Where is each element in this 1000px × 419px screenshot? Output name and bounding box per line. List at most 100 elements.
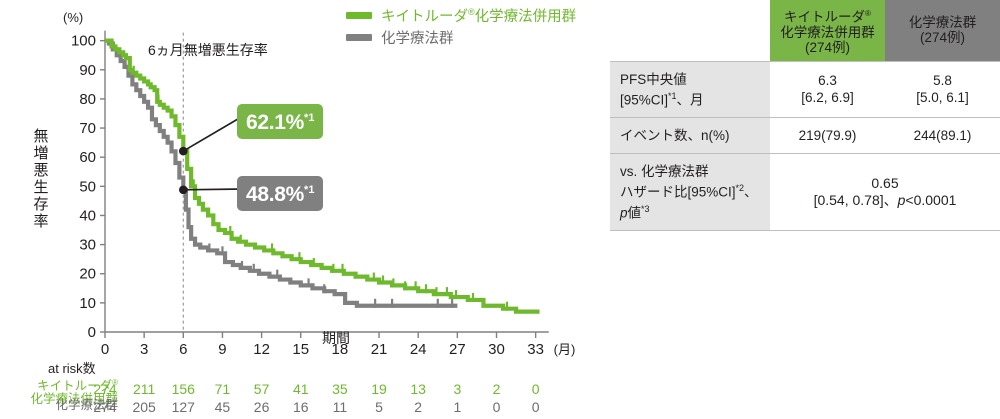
y-axis-title-char: 増 — [33, 145, 49, 162]
badge-footnote-marker: *1 — [304, 112, 315, 124]
chart-legend: キイトルーダ®化学療法併用群 化学療法群 — [346, 6, 576, 50]
footnote-marker: *2 — [735, 183, 745, 193]
callout-point-green — [179, 146, 188, 156]
table-value-chemotherapy: 244(89.1) — [885, 117, 1000, 154]
at-risk-value-pembrolizumab: 41 — [292, 381, 309, 397]
survival-curve-chemotherapy — [105, 38, 458, 308]
at-risk-value-chemotherapy: 0 — [531, 399, 540, 415]
table-value-hazard-ratio: 0.65 [0.54, 0.78]、p<0.0001 — [770, 153, 1000, 231]
y-axis-title-char: 存 — [33, 196, 49, 213]
at-risk-value-pembrolizumab: 13 — [410, 381, 426, 397]
y-axis-unit: (%) — [63, 10, 84, 25]
registered-mark-icon: ® — [112, 378, 118, 387]
at-risk-value-chemotherapy: 205 — [132, 399, 156, 415]
y-axis-tick-label: 0 — [88, 324, 96, 341]
x-axis-tick-label: 24 — [410, 341, 427, 358]
footnote-marker: *3 — [641, 203, 650, 214]
legend-label-pembrolizumab: キイトルーダ®化学療法併用群 — [381, 7, 577, 25]
x-axis-tick-label: 12 — [253, 341, 270, 358]
at-risk-value-pembrolizumab: 3 — [453, 381, 462, 397]
table-row: PFS中央値 [95%CI]*1、月 6.3 [6.2, 6.9] 5.8 [5.0, 6… — [610, 61, 1000, 118]
legend-swatch-green-icon — [346, 12, 372, 19]
at-risk-value-pembrolizumab: 71 — [214, 381, 231, 397]
legend-label-chemotherapy: 化学療法群 — [381, 31, 454, 47]
y-axis-tick-label: 90 — [79, 62, 96, 79]
callout-leader-green — [182, 115, 244, 152]
at-risk-value-chemotherapy: 274 — [93, 399, 117, 415]
callout-point-gray — [179, 185, 188, 195]
legend-item-pembrolizumab: キイトルーダ®化学療法併用群 — [346, 6, 576, 25]
legend-swatch-gray-icon — [346, 34, 372, 41]
table-header-row: キイトルーダ® 化学療法併用群 (274例) 化学療法群 (274例) — [610, 0, 1000, 62]
y-axis-tick-label: 80 — [79, 91, 96, 108]
pfs-rate-badge-chemotherapy: 48.8%*1 — [237, 176, 324, 211]
x-axis-tick-label: 9 — [218, 341, 226, 358]
x-axis-tick-label: 6 — [179, 341, 187, 358]
at-risk-value-pembrolizumab: 19 — [371, 381, 387, 397]
table-value-chemotherapy: 5.8 [5.0, 6.1] — [885, 61, 1000, 118]
table-header-pembrolizumab: キイトルーダ® 化学療法併用群 (274例) — [770, 0, 885, 62]
at-risk-value-chemotherapy: 16 — [292, 399, 309, 415]
x-axis-title: 期間 — [322, 330, 350, 346]
y-axis-title-char: 悪 — [33, 162, 49, 179]
at-risk-value-chemotherapy: 2 — [414, 399, 423, 415]
x-axis-tick-label: 0 — [101, 341, 109, 358]
x-axis-unit-label: (月) — [554, 342, 576, 357]
at-risk-value-pembrolizumab: 0 — [531, 381, 540, 397]
y-axis-tick-label: 20 — [79, 266, 96, 283]
at-risk-label-chemotherapy: 化学療法群 — [55, 398, 118, 412]
y-axis-tick-label: 50 — [79, 178, 96, 195]
statistics-table: キイトルーダ® 化学療法併用群 (274例) 化学療法群 (274例) PFS中央値 [95… — [610, 0, 1000, 231]
table-header-blank — [610, 0, 770, 62]
at-risk-title: at risk数 — [48, 361, 96, 376]
at-risk-value-chemotherapy: 26 — [253, 399, 270, 415]
at-risk-label-pembrolizumab: キイトルーダ® 化学療法併用群 — [0, 376, 118, 406]
at-risk-value-pembrolizumab: 156 — [171, 381, 195, 397]
x-axis-tick-label: 30 — [488, 341, 505, 358]
statistics-table-panel: キイトルーダ® 化学療法併用群 (274例) 化学療法群 (274例) PFS中央値 [95… — [610, 0, 1000, 231]
y-axis-tick-label: 60 — [79, 149, 96, 166]
x-axis-tick-label: 33 — [527, 341, 544, 358]
y-axis-title-char: 生 — [33, 179, 49, 196]
y-axis-tick-label: 10 — [79, 295, 96, 312]
y-axis-tick-label: 40 — [79, 207, 96, 224]
table-row-label-hazard-ratio: vs. 化学療法群 ハザード比[95%CI]*2、 p値*3 — [610, 153, 770, 231]
x-axis-tick-label: 21 — [371, 341, 388, 358]
p-value-italic: p — [620, 205, 628, 220]
pfs-rate-badge-pembrolizumab: 62.1%*1 — [237, 104, 324, 139]
at-risk-value-chemotherapy: 0 — [492, 399, 501, 415]
x-axis-tick-label: 3 — [140, 341, 148, 358]
badge-footnote-marker: *1 — [304, 184, 315, 196]
table-value-pembrolizumab: 219(79.9) — [770, 117, 885, 154]
y-axis-tick-label: 100 — [71, 33, 96, 50]
at-risk-value-pembrolizumab: 274 — [93, 381, 117, 397]
table-row-label: イベント数、n(%) — [610, 117, 770, 154]
at-risk-value-chemotherapy: 1 — [453, 399, 462, 415]
table-row: イベント数、n(%) 219(79.9) 244(89.1) — [610, 117, 1000, 154]
registered-mark-icon: ® — [468, 7, 475, 18]
footnote-marker: ® — [865, 9, 871, 18]
y-axis-title-char: 率 — [33, 213, 49, 230]
x-axis-tick-label: 18 — [332, 341, 349, 358]
y-axis-tick-label: 30 — [79, 237, 96, 254]
y-axis-title-char: 無 — [33, 128, 49, 145]
table-header-chemotherapy: 化学療法群 (274例) — [885, 0, 1000, 62]
callout-leader-gray — [183, 188, 244, 191]
at-risk-value-pembrolizumab: 35 — [332, 381, 348, 397]
at-risk-value-pembrolizumab: 211 — [132, 381, 156, 397]
x-axis-tick-label: 27 — [449, 341, 466, 358]
at-risk-value-pembrolizumab: 2 — [492, 381, 501, 397]
footnote-marker: *1 — [668, 90, 677, 101]
kaplan-meier-chart-panel: 0 10 20 30 40 50 60 70 80 90 100 0 3 6 9 12 15 18 21 24 27 30… — [0, 6, 576, 415]
survival-plot: 0 10 20 30 40 50 60 70 80 90 100 0 3 6 9 12 15 18 21 24 27 30… — [71, 30, 576, 358]
y-axis-tick-label: 70 — [79, 120, 96, 137]
at-risk-value-chemotherapy: 45 — [214, 399, 231, 415]
survival-curve-pembrolizumab — [105, 38, 540, 314]
x-axis-tick-label: 15 — [292, 341, 309, 358]
table-row-hazard-ratio: vs. 化学療法群 ハザード比[95%CI]*2、 p値*3 0.65 [0.54, 0… — [610, 153, 1000, 231]
table-row-label: PFS中央値 [95%CI]*1、月 — [610, 61, 770, 118]
at-risk-label-line1: キイトルーダ® — [37, 378, 118, 394]
y-axis-title: 無増悪生存率 — [30, 128, 52, 230]
at-risk-value-chemotherapy: 5 — [375, 399, 383, 415]
at-risk-label-line2: 化学療法併用群 — [30, 392, 118, 407]
